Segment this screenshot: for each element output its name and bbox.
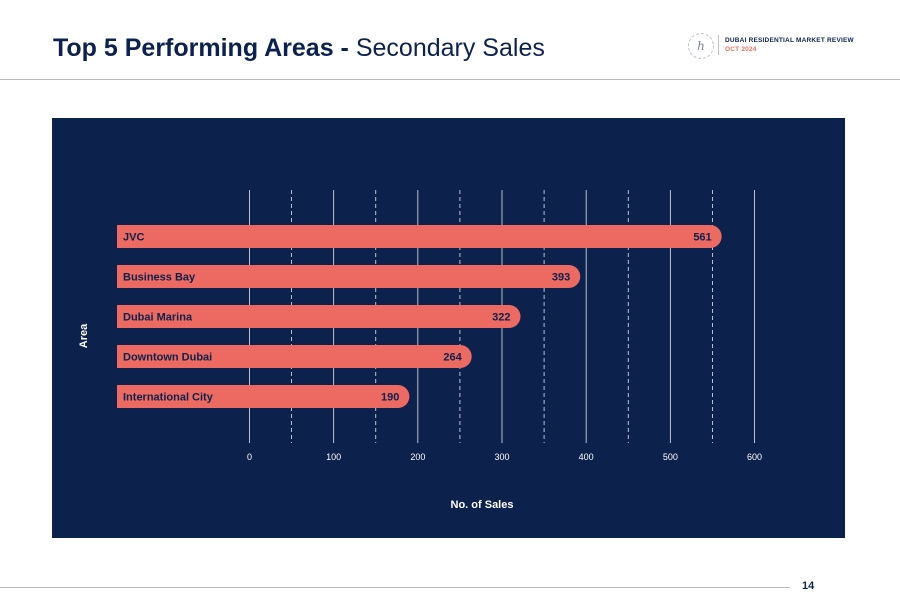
bar xyxy=(117,225,722,248)
x-tick-label: 100 xyxy=(326,452,341,462)
x-tick-label: 200 xyxy=(410,452,425,462)
brand-report-title: DUBAI RESIDENTIAL MARKET REVIEW xyxy=(725,37,854,44)
brand-report-date: OCT 2024 xyxy=(725,46,757,53)
bar xyxy=(117,385,410,408)
x-tick-label: 300 xyxy=(494,452,509,462)
y-axis-title: Area xyxy=(78,323,90,348)
category-label: Downtown Dubai xyxy=(123,352,212,364)
category-label: International City xyxy=(123,392,214,404)
x-tick-label: 500 xyxy=(663,452,678,462)
category-label: JVC xyxy=(123,232,144,244)
title-light: Secondary Sales xyxy=(355,34,545,62)
brand-block: h DUBAI RESIDENTIAL MARKET REVIEW OCT 20… xyxy=(688,32,888,62)
data-label: 190 xyxy=(381,392,399,404)
x-tick-label: 400 xyxy=(579,452,594,462)
category-label: Dubai Marina xyxy=(123,312,193,324)
chart-panel: JVC 561 Business Bay 393 Dubai Marina 322 Down… xyxy=(52,118,845,538)
bar xyxy=(117,305,521,328)
header-divider xyxy=(0,79,900,80)
brand-divider xyxy=(718,35,719,55)
x-tick-label: 0 xyxy=(247,452,252,462)
bar-chart: JVC 561 Business Bay 393 Dubai Marina 322 Down… xyxy=(78,190,762,511)
footer-divider xyxy=(0,587,790,588)
brand-logo-icon: h xyxy=(688,33,714,59)
title-bold: Top 5 Performing Areas - xyxy=(53,34,349,62)
data-label: 264 xyxy=(443,352,462,364)
x-tick-label: 600 xyxy=(747,452,762,462)
data-label: 393 xyxy=(552,272,570,284)
bar xyxy=(117,265,581,288)
data-label: 561 xyxy=(693,232,711,244)
x-axis-title: No. of Sales xyxy=(451,499,514,511)
category-label: Business Bay xyxy=(123,272,196,284)
data-label: 322 xyxy=(492,312,510,324)
page-title: Top 5 Performing Areas - Secondary Sales xyxy=(53,30,545,66)
bar xyxy=(117,345,472,368)
page-number: 14 xyxy=(802,580,815,592)
